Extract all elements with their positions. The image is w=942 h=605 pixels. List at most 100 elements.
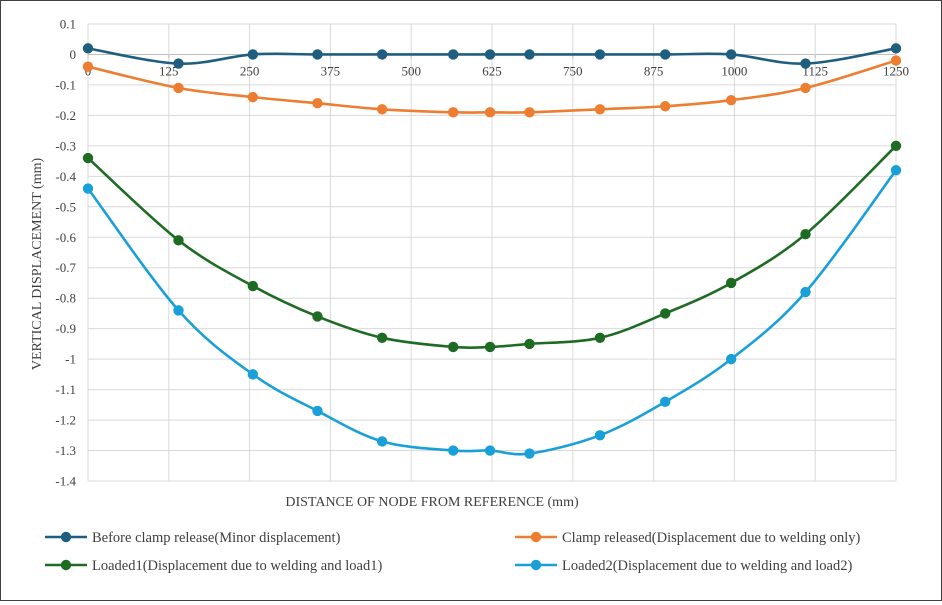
y-tick-label: -0.9 xyxy=(55,321,76,336)
data-point xyxy=(484,49,496,60)
data-point xyxy=(660,49,671,60)
series-2 xyxy=(82,55,902,118)
x-tick-label: 125 xyxy=(159,63,179,78)
data-point xyxy=(660,308,671,319)
y-tick-label: -1.2 xyxy=(55,413,76,428)
series-3 xyxy=(82,140,902,353)
data-point xyxy=(173,58,184,69)
data-point xyxy=(725,277,737,289)
legend-label: Clamp released(Displacement due to weldi… xyxy=(562,530,861,546)
data-point xyxy=(376,104,388,115)
data-point xyxy=(312,311,323,322)
data-point xyxy=(82,152,94,164)
data-point xyxy=(448,445,459,456)
legend-swatch-marker xyxy=(530,559,542,571)
y-tick-labels: 0.1 0 -0.1 -0.2 -0.3 -0.4 -0.5 -0.6 -0.7 -0.8 -0.9… xyxy=(55,17,76,489)
y-tick-label: 0 xyxy=(70,47,77,62)
y-tick-label: -1.4 xyxy=(55,474,76,489)
y-tick-label: -1 xyxy=(65,352,76,367)
x-tick-label: 375 xyxy=(321,63,341,78)
data-point xyxy=(484,445,496,456)
y-tick-label: -0.6 xyxy=(55,230,76,245)
x-axis-title: DISTANCE OF NODE FROM REFERENCE (mm) xyxy=(285,495,579,510)
data-point xyxy=(173,235,184,246)
y-tick-label: -0.7 xyxy=(55,260,76,275)
data-point xyxy=(660,101,671,112)
data-point xyxy=(594,104,606,115)
data-point xyxy=(173,82,184,94)
legend-label: Loaded1(Displacement due to welding and … xyxy=(92,558,382,574)
series-4 xyxy=(82,165,902,459)
y-tick-label: -1.3 xyxy=(55,443,76,458)
data-point xyxy=(800,82,811,94)
data-point xyxy=(448,107,459,118)
data-point xyxy=(800,229,811,240)
data-point xyxy=(524,49,535,60)
data-point xyxy=(247,49,259,60)
y-tick-label: -0.5 xyxy=(55,199,76,214)
y-axis-title: VERTICAL DISPLACEMENT (mm) xyxy=(30,158,45,371)
x-tick-label: 875 xyxy=(644,63,664,78)
data-point xyxy=(312,49,323,60)
data-point xyxy=(484,341,496,353)
legend-label: Before clamp release(Minor displacement) xyxy=(92,530,341,546)
data-point xyxy=(484,107,496,118)
data-point xyxy=(594,49,606,60)
legend-item: Loaded1(Displacement due to welding and … xyxy=(45,558,382,574)
legend-item: Clamp released(Displacement due to weldi… xyxy=(515,530,861,546)
series-lines xyxy=(82,43,902,459)
data-point xyxy=(890,140,902,152)
data-point xyxy=(890,55,902,66)
legend-item: Loaded2(Displacement due to welding and … xyxy=(515,558,852,574)
legend-item: Before clamp release(Minor displacement) xyxy=(45,530,341,546)
x-tick-label: 625 xyxy=(482,63,502,78)
data-point xyxy=(247,369,259,380)
data-point xyxy=(524,448,535,459)
y-tick-label: -0.3 xyxy=(55,138,76,153)
data-point xyxy=(660,396,671,407)
y-tick-label: -0.8 xyxy=(55,291,76,306)
y-tick-label: -0.2 xyxy=(55,108,76,123)
legend-swatch-marker xyxy=(60,531,72,543)
data-point xyxy=(247,91,259,103)
data-point xyxy=(448,341,459,353)
data-point xyxy=(376,332,388,344)
x-tick-label: 500 xyxy=(401,63,421,78)
legend-label: Loaded2(Displacement due to welding and … xyxy=(562,558,852,574)
data-point xyxy=(725,49,737,60)
data-point xyxy=(594,430,606,441)
data-point xyxy=(800,58,811,69)
y-tick-label: -0.4 xyxy=(55,169,76,184)
data-point xyxy=(524,338,535,350)
data-point xyxy=(82,43,94,54)
x-tick-labels: 0125250375500625750875100011251250 xyxy=(85,63,909,78)
data-point xyxy=(376,436,388,447)
data-point xyxy=(376,49,388,60)
data-point xyxy=(725,94,737,106)
data-point xyxy=(82,61,94,72)
x-tick-label: 250 xyxy=(240,63,260,78)
data-point xyxy=(312,405,323,417)
y-tick-label: 0.1 xyxy=(60,17,76,32)
data-point xyxy=(594,332,606,344)
y-tick-label: -1.1 xyxy=(55,382,76,397)
x-tick-label: 750 xyxy=(563,63,583,78)
legend: Before clamp release(Minor displacement)… xyxy=(45,530,861,574)
data-point xyxy=(890,43,902,54)
legend-swatch-marker xyxy=(530,531,542,543)
data-point xyxy=(247,280,259,292)
data-point xyxy=(448,49,459,60)
data-point xyxy=(725,353,737,365)
data-point xyxy=(800,286,811,298)
x-tick-label: 1000 xyxy=(721,63,747,78)
series-1 xyxy=(82,43,902,69)
data-point xyxy=(890,165,902,176)
gridlines xyxy=(87,23,897,482)
data-point xyxy=(312,98,323,109)
data-point xyxy=(82,183,94,194)
legend-swatch-marker xyxy=(60,559,72,571)
x-tick-label: 1250 xyxy=(883,63,909,78)
y-tick-label: -0.1 xyxy=(55,77,76,92)
data-point xyxy=(524,107,535,118)
